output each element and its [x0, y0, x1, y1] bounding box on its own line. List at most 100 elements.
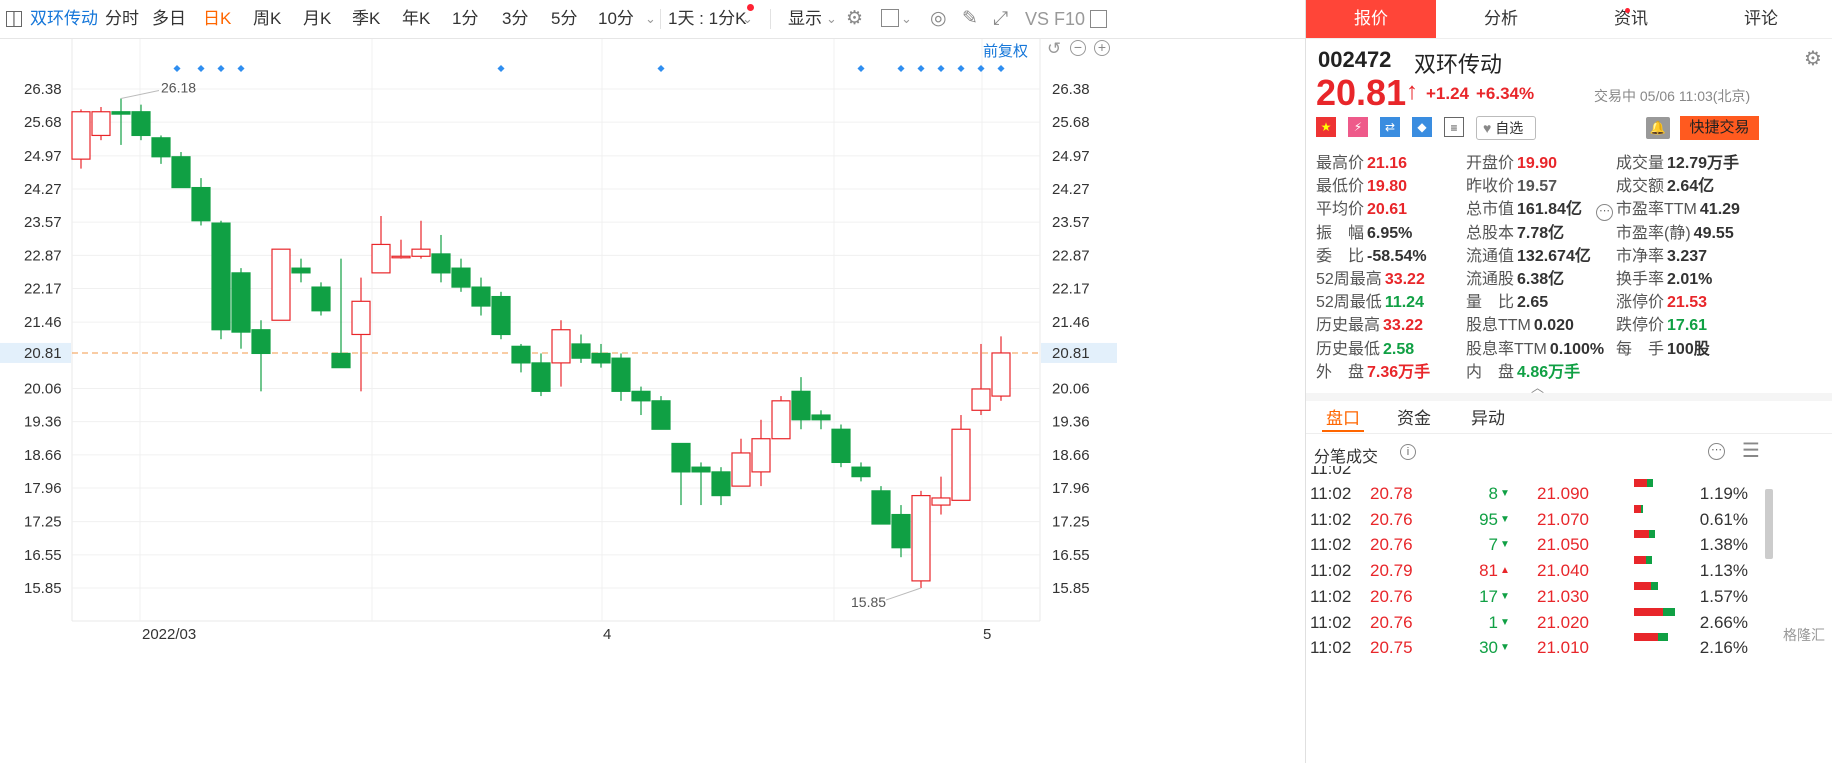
stat-value: 6.38亿 [1517, 271, 1565, 288]
subtab-capital[interactable]: 资金 [1397, 409, 1431, 428]
stat-label: 市盈率TTM [1616, 201, 1697, 219]
y-tick-label-left: 19.36 [24, 414, 62, 431]
info-icon[interactable]: i [1400, 444, 1416, 460]
draw-square-icon[interactable] [881, 9, 899, 27]
adjust-mode-button[interactable]: 前复权 [983, 43, 1029, 60]
add-watchlist-button[interactable]: ♥ 自选 [1476, 116, 1536, 140]
subtab-orderbook[interactable]: 盘口 [1326, 409, 1360, 428]
subtab-anomaly[interactable]: 异动 [1471, 409, 1505, 428]
period-tab-2[interactable]: 日K [203, 9, 232, 28]
list-view-icon[interactable]: ☰ [1742, 440, 1760, 462]
stat-label: 外 盘 [1316, 363, 1365, 381]
tick-row: 11:02 20.78 8 ▼ 21.090 1.19% [1306, 479, 1832, 509]
stock-name-link[interactable]: 双环传动 [30, 9, 98, 28]
stat-label: 最高价 [1316, 155, 1365, 172]
scrollbar-thumb[interactable] [1765, 489, 1773, 559]
stat-value: 21.53 [1667, 294, 1708, 312]
period-tab-9[interactable]: 5分 [551, 9, 578, 28]
china-flag-icon: ★ [1316, 117, 1336, 137]
kline-svg[interactable]: 26.38 26.38 25.68 25.68 24.97 24.97 24.27 24.27… [0, 39, 1117, 763]
stat-value: 0.020 [1533, 317, 1574, 335]
display-chevron-icon[interactable]: ⌄ [826, 11, 837, 26]
price-label-bg-left [0, 342, 71, 363]
tick-row: 11:02 20.79 81 ▲ 21.040 1.13% [1306, 556, 1832, 586]
period-tab-1[interactable]: 多日 [152, 9, 186, 28]
rocket-icon[interactable]: ⚡ [1348, 117, 1368, 137]
stat-8-0: 历史最低 2.58 [1316, 337, 1414, 363]
y-tick-label-left: 21.46 [24, 314, 62, 331]
period-tab-10[interactable]: 10分 [598, 9, 634, 28]
stat-value: 17.61 [1667, 317, 1708, 335]
market-cap-more-icon[interactable]: ⋯ [1596, 204, 1613, 221]
fullscreen-icon[interactable]: ⤢ [993, 8, 1009, 29]
pencil-icon[interactable]: ✎ [962, 8, 978, 29]
settings-gear-icon[interactable]: ⚙ [1804, 48, 1822, 70]
ticks-list[interactable]: 11:02 11:02 20.78 8 ▼ 21.090 1.19% 11:02 20.76 9… [1306, 466, 1832, 763]
period-tab-4[interactable]: 月K [303, 9, 332, 28]
depth-price: 21.050 [1537, 535, 1589, 555]
zoom-out-icon[interactable]: − [1070, 40, 1086, 56]
compare-vs-icon[interactable]: VS [1025, 9, 1050, 29]
collapse-chevron-icon[interactable]: ︿ [1531, 380, 1545, 395]
gear-icon[interactable]: ⚙ [846, 8, 864, 29]
quick-trade-button[interactable]: 快捷交易 [1680, 116, 1759, 140]
interval-select[interactable]: 1天 : 1分K [668, 9, 747, 28]
tab-analysis[interactable]: 分析 [1484, 9, 1518, 28]
depth-bar-red [1634, 581, 1652, 590]
shuffle-icon[interactable]: ⇄ [1380, 117, 1400, 137]
tick-price: 20.75 [1370, 638, 1413, 658]
interval-chevron-icon[interactable]: ⌄ [742, 11, 753, 26]
layout-icon[interactable] [1090, 10, 1107, 28]
stat-label: 每 手 [1616, 340, 1665, 358]
candle-body [911, 494, 931, 582]
stat-label: 量 比 [1466, 294, 1515, 312]
notes-icon[interactable]: ≡ [1444, 117, 1464, 137]
kline-chart[interactable]: 26.38 26.38 25.68 25.68 24.97 24.97 24.27 24.27… [0, 39, 1305, 763]
depth-bar-green [1646, 479, 1653, 487]
stat-label: 市净率 [1616, 247, 1665, 265]
tab-comments[interactable]: 评论 [1744, 9, 1778, 28]
display-menu[interactable]: 显示 [788, 9, 822, 28]
y-tick-label-left: 18.66 [24, 447, 62, 464]
stat-7-2: 跌停价 17.61 [1616, 313, 1707, 339]
period-tab-3[interactable]: 周K [253, 9, 282, 28]
candle-body [91, 111, 111, 137]
period-tab-0[interactable]: 分时 [105, 9, 139, 28]
candle-body [951, 428, 971, 501]
camera-icon[interactable]: ◎ [930, 8, 947, 29]
draw-chevron-icon[interactable]: ⌄ [901, 11, 912, 26]
panel-toggle-icon[interactable]: | [6, 11, 22, 27]
period-tab-7[interactable]: 1分 [452, 9, 479, 28]
zoom-in-icon[interactable]: + [1094, 40, 1110, 56]
tick-row: 11:02 20.76 95 ▼ 21.070 0.61% [1306, 504, 1832, 535]
tick-time: 11:02 [1310, 586, 1352, 606]
depth-pct: 0.61% [1699, 509, 1748, 529]
candle-body [671, 442, 691, 473]
period-tab-8[interactable]: 3分 [502, 9, 529, 28]
tick-down-icon: ▼ [1500, 642, 1510, 654]
y-tick-label-left: 22.17 [24, 281, 62, 298]
stat-value: -58.54% [1367, 247, 1427, 265]
more-periods-chevron-icon[interactable]: ⌄ [645, 11, 656, 26]
stock-code: 002472 [1318, 47, 1392, 72]
tag-icon[interactable]: ◆ [1412, 117, 1432, 137]
more-icon[interactable]: ⋯ [1708, 443, 1725, 460]
period-tab-5[interactable]: 季K [352, 9, 381, 28]
candle-body [971, 388, 991, 411]
candle-body [731, 452, 751, 487]
depth-pct: 1.57% [1699, 586, 1748, 606]
stat-5-1: 流通股 6.38亿 [1466, 267, 1564, 293]
candle-body [371, 243, 391, 274]
bell-icon[interactable]: 🔔 [1646, 117, 1670, 139]
reset-icon[interactable]: ↺ [1047, 39, 1062, 58]
depth-bar-green [1649, 530, 1656, 539]
stat-label: 内 盘 [1466, 363, 1515, 381]
stat-0-2: 成交量 12.79万手 [1616, 151, 1739, 177]
period-tab-6[interactable]: 年K [402, 9, 431, 28]
candle-body [451, 267, 471, 288]
tab-news[interactable]: 资讯 [1614, 9, 1648, 28]
tab-quote[interactable]: 报价 [1306, 0, 1436, 38]
stat-value: 33.22 [1384, 271, 1425, 288]
tick-row: 11:02 20.76 7 ▼ 21.050 1.38% [1306, 530, 1832, 560]
f10-icon[interactable]: F10 [1054, 9, 1086, 29]
